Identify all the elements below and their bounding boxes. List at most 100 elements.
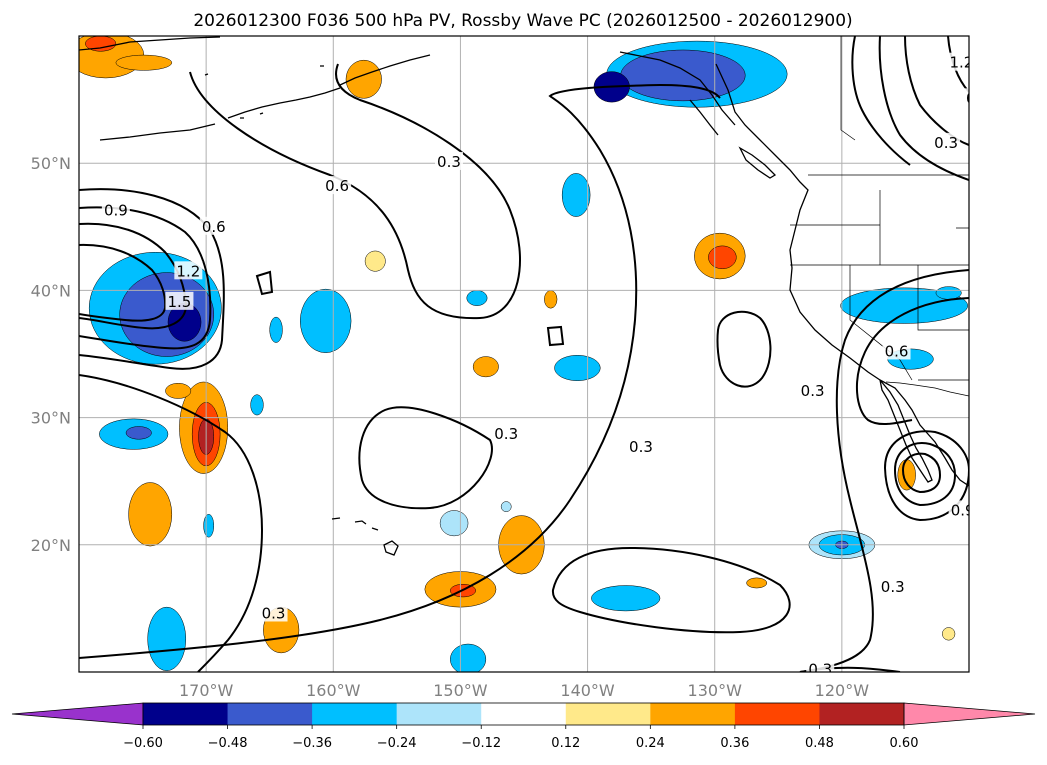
coastline-hawaii [331, 517, 399, 556]
anomaly-blob-9 [269, 316, 283, 343]
contour-label-bg [973, 466, 1001, 484]
colorbar-segment [143, 703, 229, 725]
contour-label-bg [947, 52, 969, 71]
colorbar-segment [396, 703, 482, 725]
colorbar-tick-label: −0.24 [377, 736, 417, 751]
colorbar: −0.60 −0.48 −0.36 −0.24 −0.12 0.12 0.24 0.36 0.4… [11, 702, 1036, 751]
chart-title: 2026012300 F036 500 hPa PV, Rossby Wave … [193, 11, 852, 31]
anomaly-blob-36 [165, 383, 192, 399]
contour-label: 0.3 [437, 153, 461, 171]
contour-label-bg [989, 138, 1017, 156]
anomaly-blob-23 [840, 287, 968, 324]
anomaly-blob-31 [708, 245, 737, 270]
anomaly-blob-12 [554, 355, 601, 381]
contour-label-bg [199, 216, 228, 235]
contour-label: 0.6 [325, 177, 349, 195]
contour-0.6-northeast [878, 36, 969, 181]
coastline-southeast-alaska [619, 51, 736, 136]
contour-label-bg [878, 576, 907, 595]
colorbar-tick-label: −0.48 [208, 736, 248, 751]
anomaly-blob-8 [299, 288, 352, 353]
colorbar-tick-label: 0.36 [720, 736, 749, 751]
contour-0.9-west-trough [79, 206, 212, 350]
anomaly-blob-10 [561, 173, 591, 217]
coastline-alaska [79, 36, 431, 86]
colorbar-segment [650, 703, 736, 725]
contour-0.6-east [855, 297, 969, 426]
colorbar-frame [142, 702, 905, 726]
lat-tick-label: 40°N [31, 281, 71, 300]
colorbar-segment [227, 703, 313, 725]
border-us-states [790, 190, 969, 381]
contour-label: 1.2 [949, 54, 973, 72]
map-background [79, 36, 969, 672]
anomaly-blob-4 [620, 49, 746, 102]
contour-label: 0.3 [262, 604, 286, 622]
anomaly-blob-40 [364, 250, 386, 272]
contour-0.6-west-trough [79, 188, 225, 370]
contour-label-bg [626, 436, 655, 455]
contour-label: 0.6 [991, 139, 1015, 157]
anomaly-blob-44 [897, 459, 916, 491]
anomaly-blob-15 [439, 510, 469, 537]
colorbar-tick-label: 0.24 [636, 736, 665, 751]
contour-label-bg [101, 200, 130, 219]
colorbar-segment [734, 703, 820, 725]
colorbar-tick-label: 0.48 [805, 736, 834, 751]
contour-label-bg [963, 88, 969, 107]
colorbar-segment [565, 703, 651, 725]
anomaly-fill-layer [79, 36, 968, 672]
anomaly-blob-7 [125, 426, 152, 440]
contour-label-bg [492, 424, 521, 443]
anomaly-blob-18 [450, 643, 487, 672]
contour-0.3-southeast-closed [551, 546, 791, 634]
colorbar-tick-label: −0.36 [292, 736, 332, 751]
anomaly-blob-19 [591, 585, 661, 612]
anomaly-blob-13 [250, 394, 264, 416]
lon-tick-label: 170°W [179, 681, 234, 700]
colorbar-segment [481, 703, 567, 725]
anomaly-blob-14 [203, 514, 215, 538]
contour-label: 0.3 [801, 382, 825, 400]
anomaly-blob-35 [128, 482, 173, 547]
contour-label-bg [323, 176, 352, 195]
lat-tick-label: 20°N [31, 536, 71, 555]
contour-label: 0.6 [202, 218, 226, 236]
axis-tick-labels: 170°W 160°W 150°W 140°W 130°W 120°W 20°N 30°N 40… [31, 154, 870, 700]
anomaly-blob-45 [746, 577, 768, 589]
contour-label: 0.3 [934, 134, 958, 152]
contour-label-bg [948, 500, 969, 519]
contour-label: 0.3 [808, 660, 832, 678]
lon-tick-label: 150°W [433, 681, 488, 700]
anomaly-blob-28 [115, 54, 173, 71]
contour-0.6-central [189, 63, 521, 320]
plot-frame [78, 35, 970, 673]
contour-0.3-northeast [851, 36, 911, 166]
anomaly-blob-42 [544, 290, 558, 309]
contour-0.3-west-outer [79, 374, 264, 672]
contour-label-bg [882, 341, 911, 360]
colorbar-tick-label: 0.12 [551, 736, 580, 751]
contour-label: 0.9 [966, 89, 990, 107]
anomaly-blob-16 [500, 501, 512, 512]
lon-tick-label: 160°W [306, 681, 361, 700]
colorbar-segment [819, 703, 905, 725]
coastline-alaska-peninsula [99, 87, 341, 141]
gridlines [79, 36, 969, 672]
colorbar-tick-label: 0.60 [890, 736, 919, 751]
anomaly-blob-27 [85, 36, 117, 52]
contour-label-bg [434, 151, 463, 170]
anomaly-blob-29 [345, 59, 382, 99]
contour-label-bg [165, 291, 194, 310]
contour-1.2-east-cutoff [901, 452, 942, 494]
anomaly-blob-46 [942, 627, 956, 641]
contour-label: 0.3 [881, 578, 905, 596]
anomaly-blob-11 [466, 290, 488, 306]
contour-0.9-east-cutoff [893, 442, 957, 507]
anomaly-blob-24 [935, 286, 962, 300]
lon-tick-label: 140°W [560, 681, 615, 700]
lon-tick-label: 120°W [815, 681, 870, 700]
contour-0.3-small-low [358, 406, 493, 510]
lat-tick-label: 50°N [31, 154, 71, 173]
